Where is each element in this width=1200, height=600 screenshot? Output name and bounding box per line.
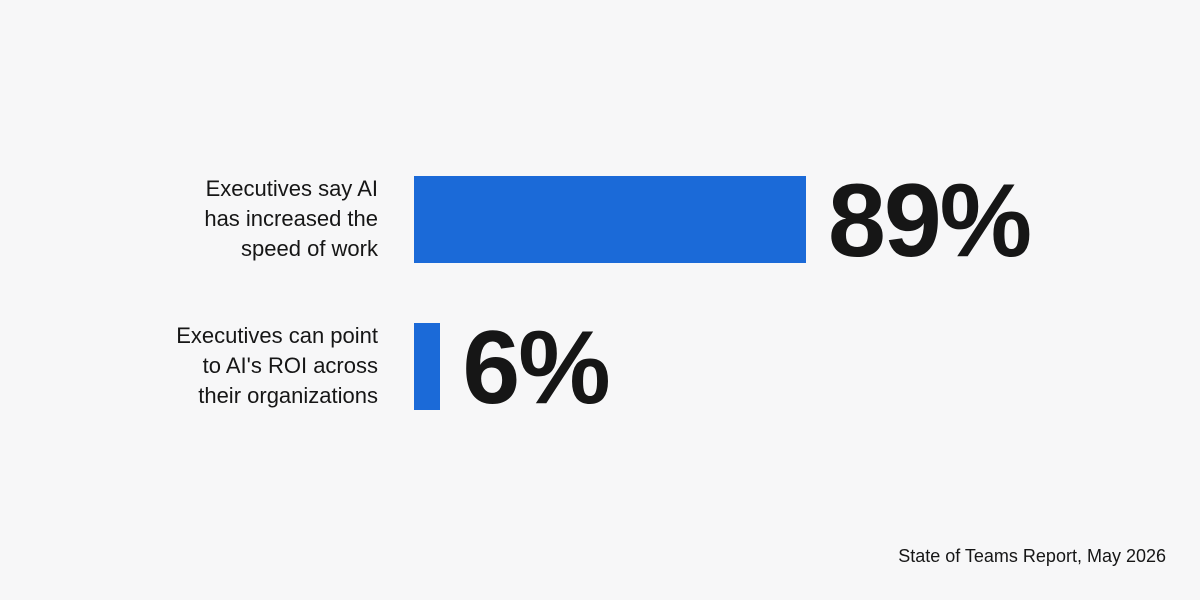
value-label: 6% [462,310,610,426]
value-label: 89% [828,163,1032,279]
bar [414,175,806,263]
category-label: Executives can point to AI's ROI across … [176,323,378,408]
source-note: State of Teams Report, May 2026 [898,546,1166,566]
category-label: Executives say AI has increased the spee… [204,176,378,261]
bar [414,322,441,410]
